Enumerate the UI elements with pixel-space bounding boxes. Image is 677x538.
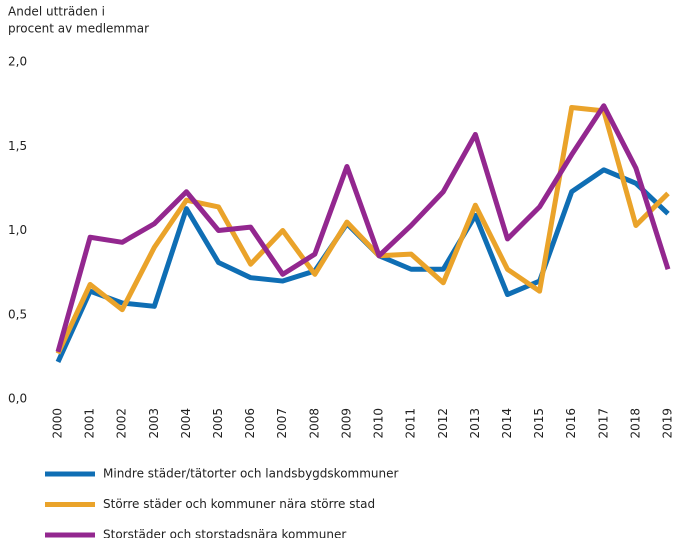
- x-tick-label: 2011: [404, 408, 418, 439]
- x-tick-label: 2004: [179, 408, 193, 439]
- x-tick-label: 2013: [468, 408, 482, 439]
- x-tick-label: 2007: [275, 408, 289, 439]
- x-tick-label: 2006: [243, 408, 257, 439]
- x-tick-label: 2005: [211, 408, 225, 439]
- x-tick-label: 2002: [115, 408, 129, 439]
- y-tick-label: 1,0: [8, 223, 27, 237]
- x-tick-label: 2010: [372, 408, 386, 439]
- legend-label: Mindre städer/tätorter och landsbygdskom…: [103, 467, 399, 481]
- x-tick-label: 2003: [147, 408, 161, 439]
- x-tick-label: 2014: [500, 408, 514, 439]
- y-axis-label: Andel utträden i: [8, 5, 105, 19]
- x-tick-label: 2015: [532, 408, 546, 439]
- x-tick-label: 2001: [83, 408, 97, 439]
- y-tick-label: 0,0: [8, 392, 27, 406]
- x-tick-label: 2018: [628, 408, 642, 439]
- x-tick-label: 2000: [51, 408, 65, 439]
- y-axis-label: procent av medlemmar: [8, 22, 149, 36]
- legend-label: Större städer och kommuner nära större s…: [103, 497, 375, 511]
- x-tick-label: 2017: [596, 408, 610, 439]
- y-tick-label: 0,5: [8, 307, 27, 321]
- y-tick-label: 1,5: [8, 139, 27, 153]
- x-tick-label: 2019: [661, 408, 675, 439]
- series-line: [55, 104, 670, 355]
- y-tick-label: 2,0: [8, 55, 27, 69]
- x-tick-label: 2009: [339, 408, 353, 439]
- x-tick-label: 2008: [307, 408, 321, 439]
- x-tick-label: 2012: [436, 408, 450, 439]
- x-tick-label: 2016: [564, 408, 578, 439]
- series-line: [55, 167, 670, 363]
- series-line: [55, 103, 671, 353]
- legend-label: Storstäder och storstadsnära kommuner: [103, 528, 346, 538]
